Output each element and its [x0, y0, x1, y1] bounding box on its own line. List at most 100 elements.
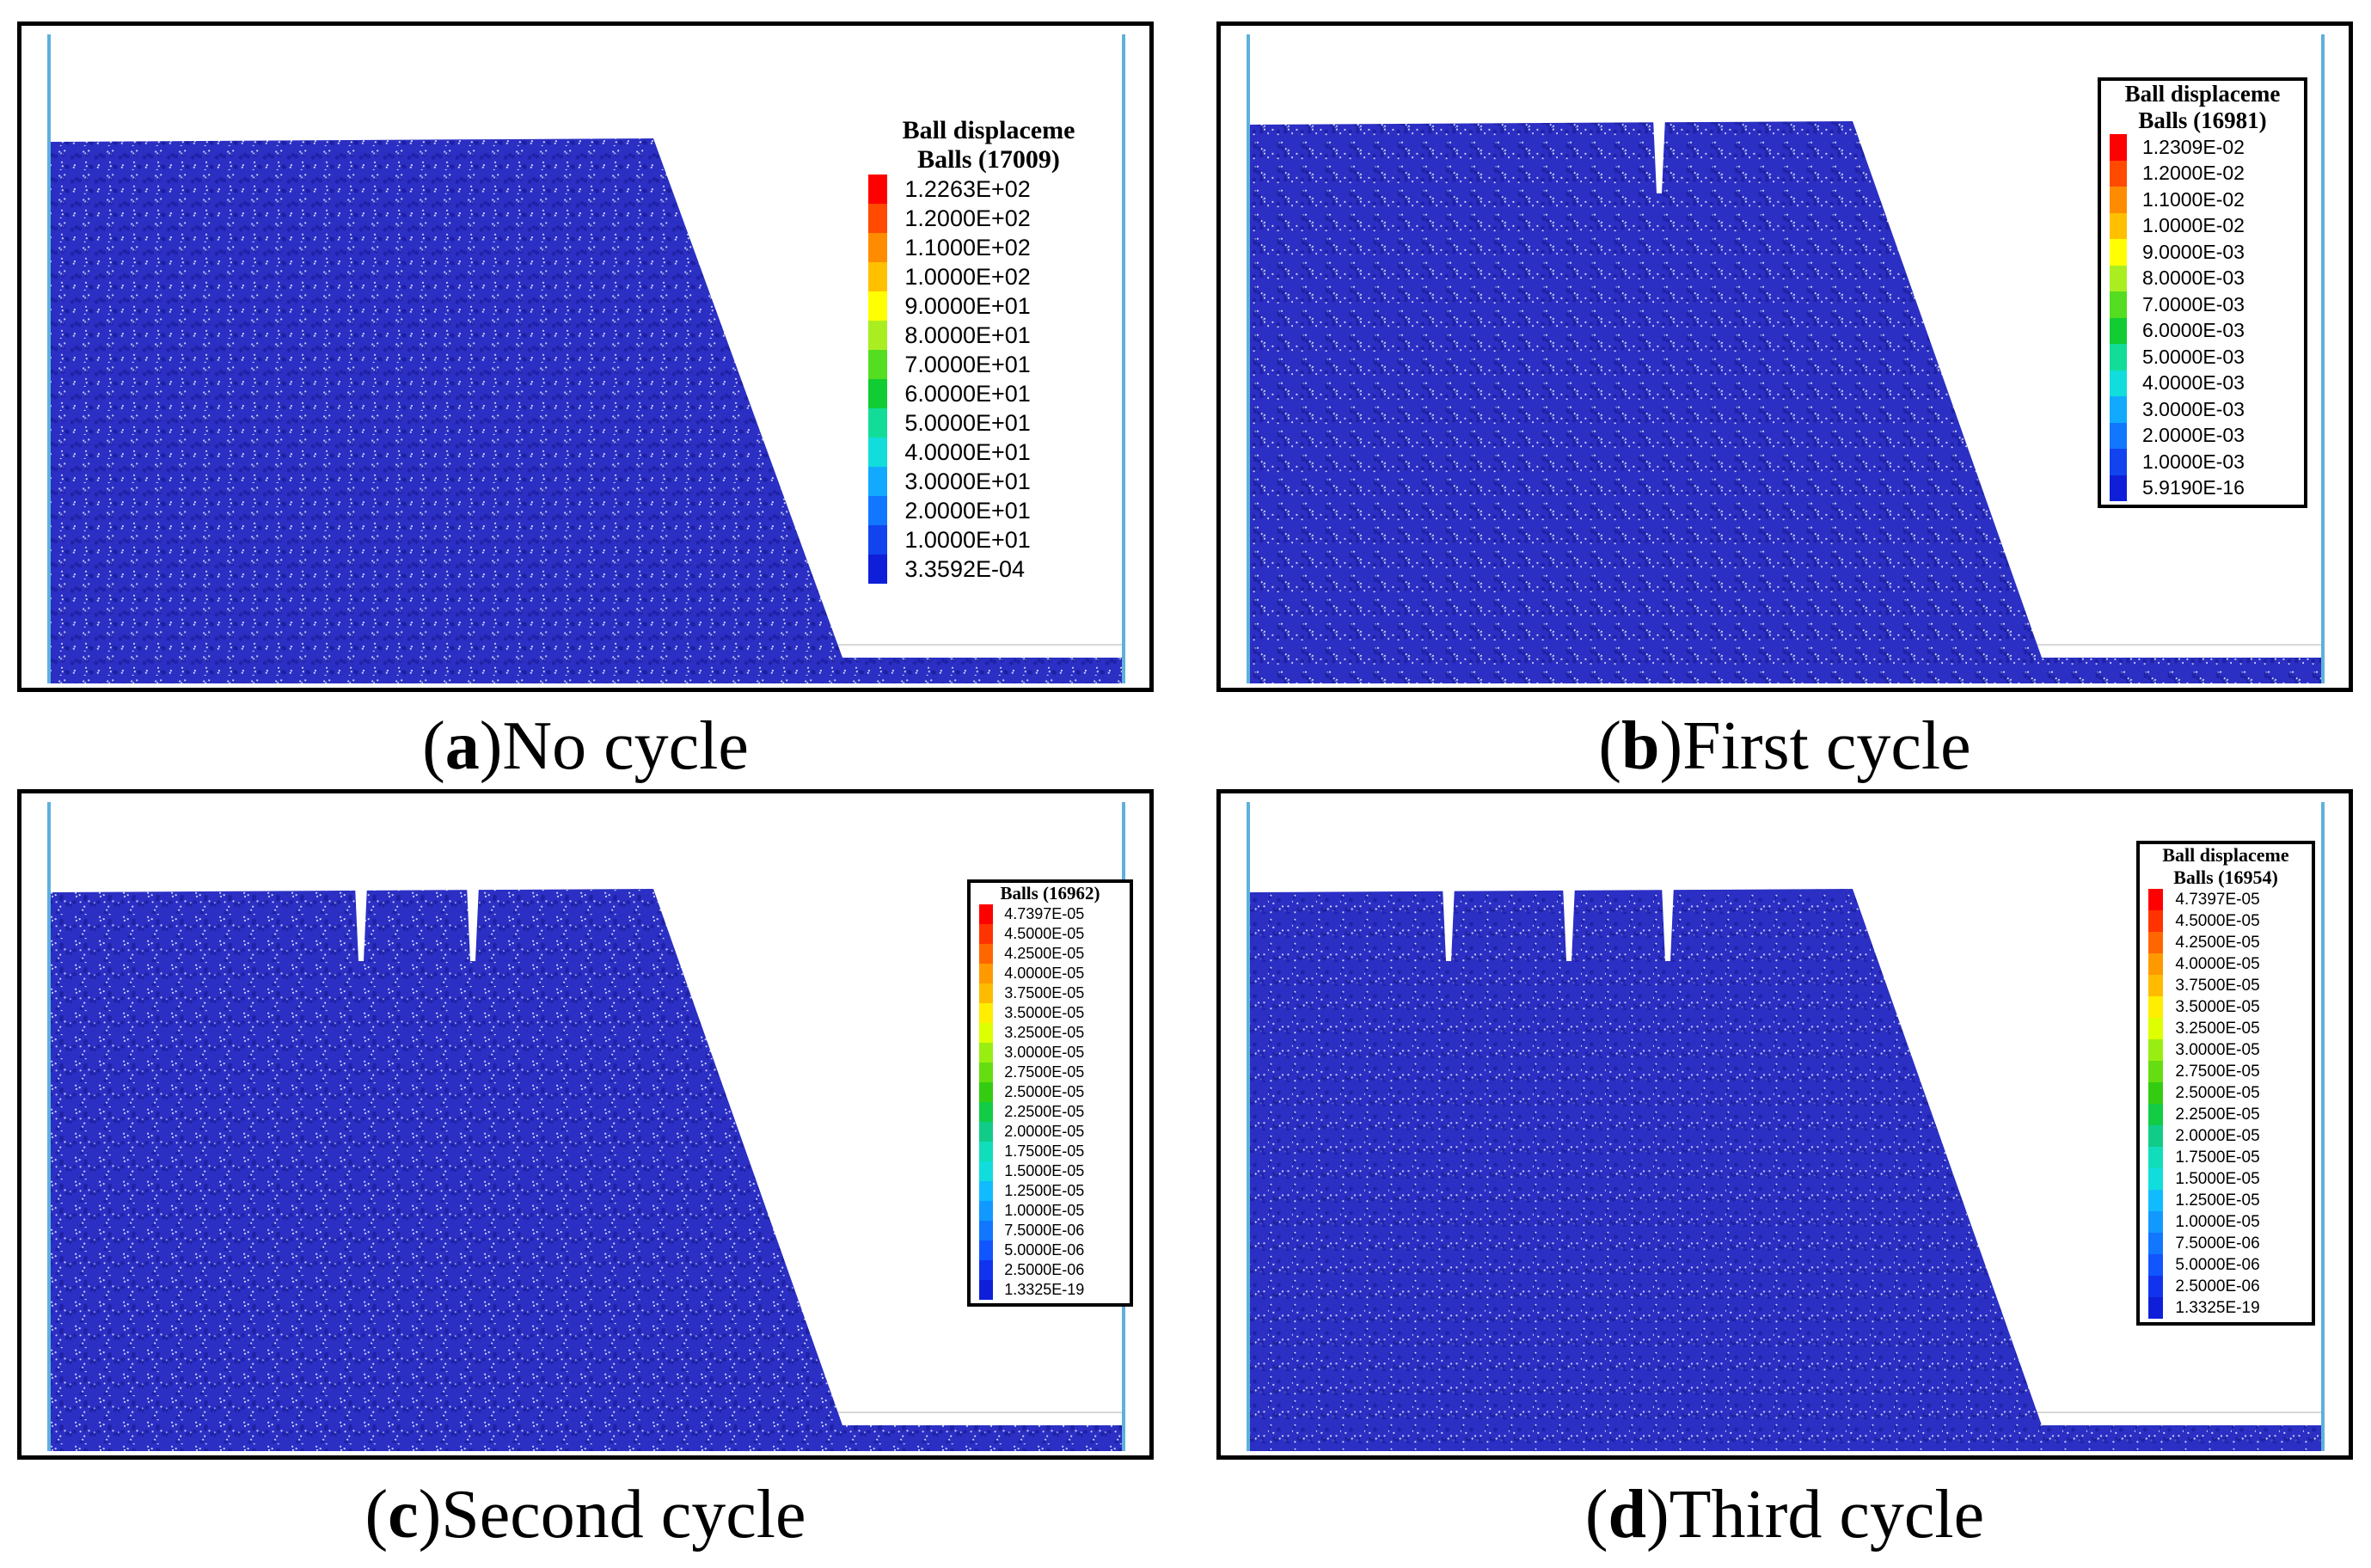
legend-label: 7.0000E+01 — [904, 351, 1031, 377]
legend-label: 4.0000E+01 — [904, 438, 1031, 465]
legend-entry: 1.2000E+02 — [860, 204, 1118, 233]
legend-subtitle: Balls (16962) — [1000, 883, 1100, 903]
caption-text-d: Third cycle — [1669, 1477, 1985, 1553]
legend-swatch — [2148, 1190, 2163, 1211]
legend-label: 1.0000E+01 — [904, 526, 1031, 553]
legend-subtitle: Balls (16981) — [2138, 107, 2267, 133]
legend-swatch — [2110, 475, 2127, 501]
legend-entry: 1.2309E-02 — [2101, 134, 2304, 161]
panel-no-cycle: Ball displaceme Balls (17009) 1.2263E+02 1.… — [17, 21, 1154, 692]
legend-label: 5.0000E+01 — [904, 409, 1031, 436]
panel-third-cycle: Ball displaceme Balls (16954) 4.7397E-05 4.… — [1216, 789, 2353, 1460]
legend-label: 4.5000E-05 — [1004, 925, 1085, 942]
legend-label: 1.0000E-02 — [2142, 214, 2245, 237]
caption-letter-b: b — [1621, 708, 1660, 784]
legend-swatch — [2110, 212, 2127, 239]
legend-swatch — [979, 1240, 993, 1260]
legend-label: 2.7500E-05 — [2175, 1062, 2260, 1081]
tension-crack — [355, 885, 367, 961]
legend-swatch — [2110, 187, 2127, 213]
legend-entry: 4.0000E-05 — [971, 964, 1130, 983]
legend-entry: 3.0000E-05 — [971, 1043, 1130, 1063]
legend-entry: 2.0000E-05 — [2140, 1125, 2312, 1147]
legend-label: 8.0000E-03 — [2142, 266, 2245, 290]
legend-entry: 1.0000E-03 — [2101, 449, 2304, 475]
tension-crack — [1653, 118, 1665, 193]
caption-letter-a: a — [444, 708, 480, 784]
legend-swatch — [979, 1161, 993, 1181]
legend-label: 2.2500E-05 — [1004, 1103, 1085, 1120]
legend-swatch — [2110, 239, 2127, 266]
legend-label: 5.0000E-06 — [2175, 1255, 2260, 1274]
legend-swatch — [2110, 317, 2127, 344]
legend-swatch — [979, 1201, 993, 1221]
legend-entry: 4.0000E+01 — [860, 438, 1118, 467]
legend-label: 1.2500E-05 — [1004, 1182, 1085, 1199]
legend-entry: 4.2500E-05 — [971, 944, 1130, 964]
legend-swatch — [868, 525, 887, 554]
legend-entry: 9.0000E+01 — [860, 291, 1118, 321]
legend-entry: 5.0000E+01 — [860, 408, 1118, 438]
legend-swatch — [2110, 370, 2127, 396]
caption-text-c: Second cycle — [441, 1477, 806, 1553]
legend-entry: 2.2500E-05 — [2140, 1104, 2312, 1125]
legend-entry: 4.0000E-03 — [2101, 370, 2304, 396]
legend-label: 5.0000E-03 — [2142, 345, 2245, 368]
legend-swatch — [2110, 422, 2127, 449]
legend-label: 1.2263E+02 — [904, 175, 1031, 202]
legend-label: 1.2000E-02 — [2142, 162, 2245, 185]
legend-label: 2.0000E-03 — [2142, 424, 2245, 447]
legend-swatch — [2148, 932, 2163, 953]
tension-crack — [1563, 885, 1575, 961]
legend-swatch — [868, 204, 887, 233]
legend-swatch — [868, 408, 887, 438]
legend-swatch — [979, 1102, 993, 1122]
legend-entry: 3.2500E-05 — [971, 1023, 1130, 1043]
legend-entry: 9.0000E-03 — [2101, 239, 2304, 266]
panel-second-cycle: Balls (16962) 4.7397E-05 4.5000E-05 4.2500E… — [17, 789, 1154, 1460]
legend-swatch — [979, 904, 993, 924]
legend-swatch — [2110, 265, 2127, 291]
legend-entry: 5.0000E-06 — [971, 1240, 1130, 1260]
legend-label: 8.0000E+01 — [904, 322, 1031, 348]
legend-swatch — [868, 175, 887, 204]
legend-entry: 2.0000E+01 — [860, 496, 1118, 525]
legend-swatch — [979, 924, 993, 944]
legend-entry: 7.5000E-06 — [2140, 1233, 2312, 1254]
legend-label: 9.0000E-03 — [2142, 240, 2245, 263]
legend-entry: 3.2500E-05 — [2140, 1018, 2312, 1039]
legend-entry: 7.0000E-03 — [2101, 291, 2304, 318]
legend-swatch — [2148, 1211, 2163, 1233]
tension-crack — [1443, 885, 1455, 961]
slope-model-d — [1247, 802, 2325, 1451]
legend-swatch — [868, 321, 887, 350]
caption-c: (c)Second cycle — [365, 1477, 806, 1553]
legend-entry: 1.5000E-05 — [971, 1161, 1130, 1181]
legend-label: 4.0000E-05 — [2175, 954, 2260, 973]
legend-swatch — [2148, 1039, 2163, 1061]
legend-a: Ball displaceme Balls (17009) 1.2263E+02 1.… — [860, 116, 1118, 587]
legend-entry: 3.5000E-05 — [2140, 996, 2312, 1018]
legend-label: 3.0000E-03 — [2142, 397, 2245, 420]
legend-label: 4.5000E-05 — [2175, 911, 2260, 930]
legend-entry: 4.5000E-05 — [971, 924, 1130, 944]
legend-label: 4.0000E-03 — [2142, 371, 2245, 395]
legend-entry: 1.2263E+02 — [860, 175, 1118, 204]
legend-label: 4.0000E-05 — [1004, 965, 1085, 982]
legend-label: 1.5000E-05 — [2175, 1169, 2260, 1188]
caption-b: (b)First cycle — [1598, 708, 1971, 784]
legend-label: 3.7500E-05 — [1004, 984, 1085, 1001]
legend-label: 1.2309E-02 — [2142, 135, 2245, 158]
legend-label: 1.1000E+02 — [904, 234, 1031, 260]
legend-swatch — [979, 1003, 993, 1023]
legend-swatch — [2148, 996, 2163, 1018]
legend-c: Balls (16962) 4.7397E-05 4.5000E-05 4.2500E… — [967, 879, 1133, 1307]
legend-swatch — [2148, 910, 2163, 932]
slope-model-a — [47, 34, 1125, 683]
legend-entry: 4.7397E-05 — [971, 904, 1130, 924]
legend-label: 1.0000E+02 — [904, 263, 1031, 290]
legend-label: 7.5000E-06 — [1004, 1222, 1085, 1239]
legend-entry: 2.5000E-05 — [971, 1082, 1130, 1102]
legend-label: 9.0000E+01 — [904, 292, 1031, 319]
legend-swatch — [2148, 953, 2163, 975]
